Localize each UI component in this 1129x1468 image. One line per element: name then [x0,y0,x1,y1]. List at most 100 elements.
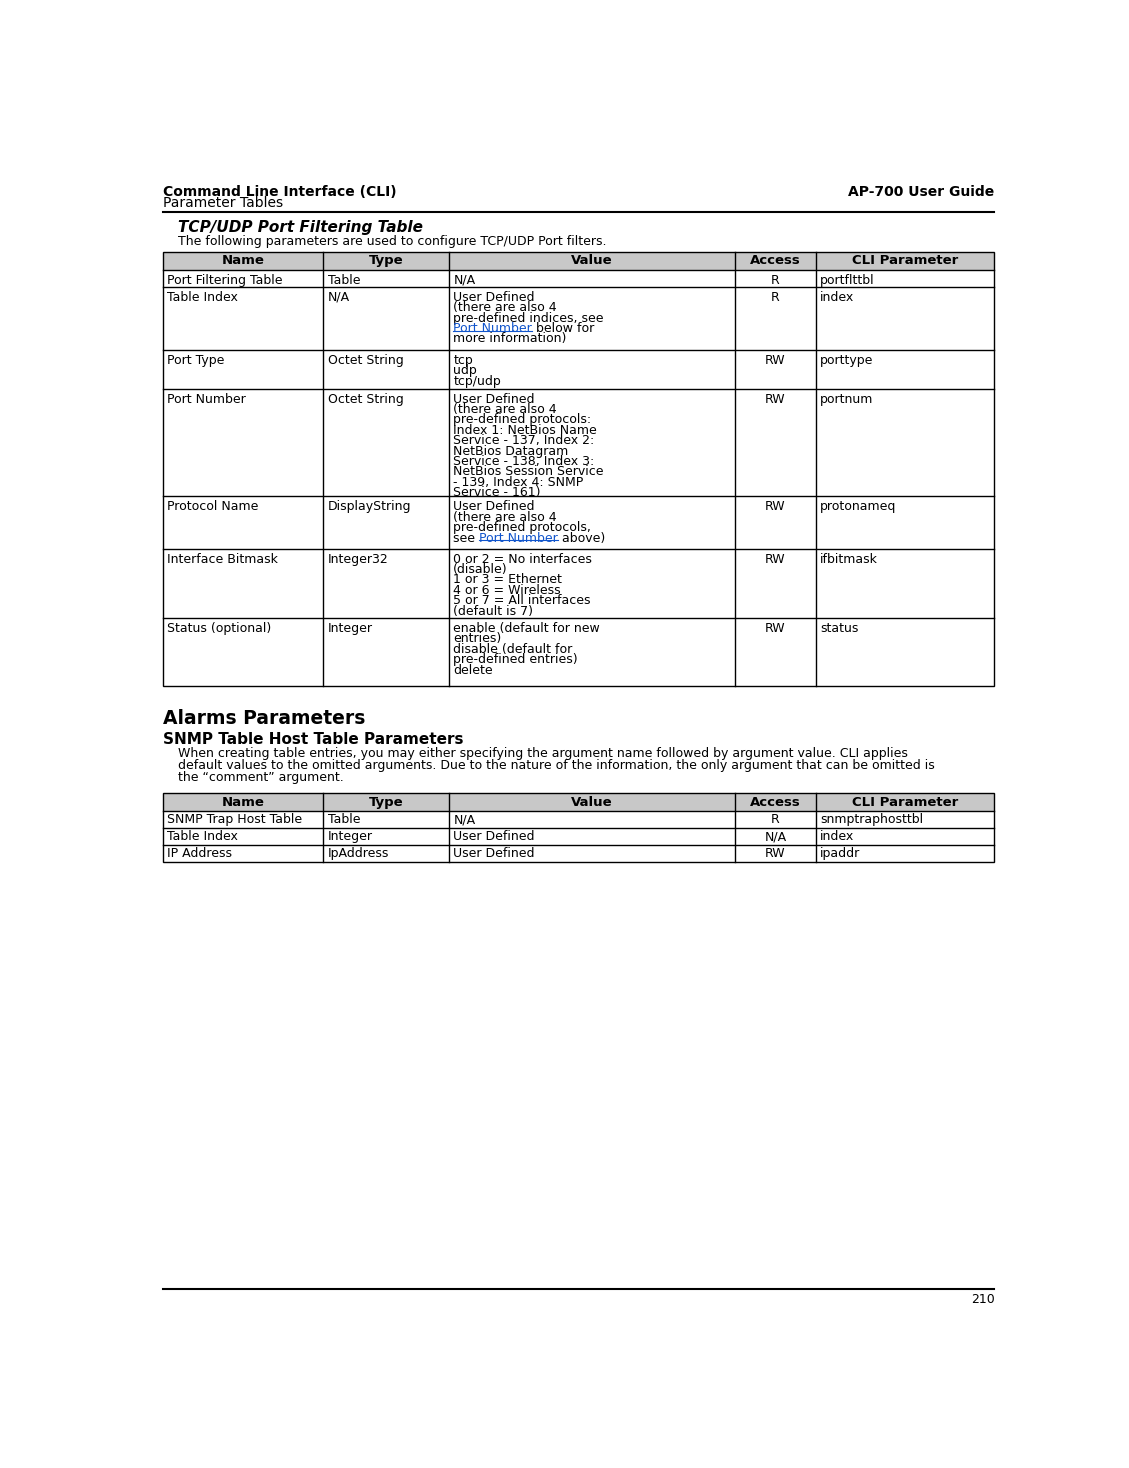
Bar [163,251,995,686]
Text: (default is 7): (default is 7) [454,605,533,618]
Text: 5 or 7 = All interfaces: 5 or 7 = All interfaces [454,595,590,608]
Text: TCP/UDP Port Filtering Table: TCP/UDP Port Filtering Table [178,220,423,235]
Text: snmptraphosttbl: snmptraphosttbl [821,813,924,826]
Text: DisplayString: DisplayString [329,501,412,514]
Text: IP Address: IP Address [167,847,233,860]
Text: portflttbl: portflttbl [821,275,875,286]
Bar [163,389,995,496]
Text: RW: RW [765,354,786,367]
Text: User Defined: User Defined [454,847,535,860]
Text: Table: Table [329,813,360,826]
Text: tcp/udp: tcp/udp [454,374,501,388]
Text: SNMP Table Host Table Parameters: SNMP Table Host Table Parameters [163,733,463,747]
Text: User Defined: User Defined [454,501,535,514]
Text: default values to the omitted arguments. Due to the nature of the information, t: default values to the omitted arguments.… [178,759,935,772]
Bar [163,351,995,389]
Text: Integer: Integer [329,622,373,636]
Text: 1 or 3 = Ethernet: 1 or 3 = Ethernet [454,574,562,587]
Bar [163,251,995,270]
Text: Service - 161): Service - 161) [454,486,541,499]
Text: (there are also 4: (there are also 4 [454,301,557,314]
Text: 0 or 2 = No interfaces: 0 or 2 = No interfaces [454,552,593,565]
Text: Name: Name [221,796,264,809]
Text: Octet String: Octet String [329,354,404,367]
Bar [163,288,995,351]
Text: ifbitmask: ifbitmask [821,552,878,565]
Text: RW: RW [765,552,786,565]
Bar [163,549,995,618]
Text: (disable): (disable) [454,564,508,575]
Text: Index 1: NetBios Name: Index 1: NetBios Name [454,424,597,436]
Text: The following parameters are used to configure TCP/UDP Port filters.: The following parameters are used to con… [178,235,606,248]
Text: NetBios Session Service: NetBios Session Service [454,465,604,479]
Text: above): above) [558,531,605,545]
Text: Access: Access [750,254,800,267]
Text: pre-defined protocols,: pre-defined protocols, [454,521,592,534]
Text: below for: below for [532,321,594,335]
Bar [163,270,995,288]
Text: Table: Table [329,275,360,286]
Text: IpAddress: IpAddress [329,847,390,860]
Text: entries): entries) [454,633,501,646]
Text: R: R [771,291,780,304]
Text: When creating table entries, you may either specifying the argument name followe: When creating table entries, you may eit… [178,747,908,760]
Bar [163,496,995,549]
Text: (there are also 4: (there are also 4 [454,402,557,415]
Text: N/A: N/A [329,291,350,304]
Text: Port Type: Port Type [167,354,225,367]
Text: R: R [771,275,780,286]
Text: User Defined: User Defined [454,392,535,405]
Text: User Defined: User Defined [454,831,535,843]
Text: Port Number: Port Number [480,531,558,545]
Text: ipaddr: ipaddr [821,847,860,860]
Text: Integer32: Integer32 [329,552,388,565]
Text: Type: Type [369,254,403,267]
Text: RW: RW [765,501,786,514]
Text: Alarms Parameters: Alarms Parameters [163,709,365,728]
Text: CLI Parameter: CLI Parameter [852,254,959,267]
Text: see: see [454,531,480,545]
Text: disable (default for: disable (default for [454,643,572,656]
Text: Integer: Integer [329,831,373,843]
Text: Parameter Tables: Parameter Tables [163,197,283,210]
Text: pre-defined protocols:: pre-defined protocols: [454,414,592,426]
Text: delete: delete [454,664,493,677]
Text: portnum: portnum [821,392,874,405]
Text: tcp: tcp [454,354,473,367]
Text: Port Number: Port Number [454,321,532,335]
Text: status: status [821,622,859,636]
Text: Service - 138, Index 3:: Service - 138, Index 3: [454,455,595,468]
Text: NetBios Datagram: NetBios Datagram [454,445,569,458]
Text: Service - 137, Index 2:: Service - 137, Index 2: [454,435,595,448]
Text: N/A: N/A [454,813,475,826]
Text: enable (default for new: enable (default for new [454,622,599,636]
Text: index: index [821,831,855,843]
Text: (there are also 4: (there are also 4 [454,511,557,524]
Text: Access: Access [750,796,800,809]
Bar [163,793,995,862]
Text: N/A: N/A [454,275,475,286]
Text: Value: Value [571,254,613,267]
Text: Port Number: Port Number [167,392,246,405]
Bar [163,846,995,862]
Bar [163,618,995,686]
Text: RW: RW [765,622,786,636]
Text: Type: Type [369,796,403,809]
Text: Command Line Interface (CLI): Command Line Interface (CLI) [163,185,396,200]
Text: the “comment” argument.: the “comment” argument. [178,771,344,784]
Text: CLI Parameter: CLI Parameter [852,796,959,809]
Text: SNMP Trap Host Table: SNMP Trap Host Table [167,813,303,826]
Text: 210: 210 [971,1293,995,1305]
Text: porttype: porttype [821,354,874,367]
Text: index: index [821,291,855,304]
Text: RW: RW [765,847,786,860]
Text: - 139, Index 4: SNMP: - 139, Index 4: SNMP [454,476,584,489]
Text: R: R [771,813,780,826]
Text: Interface Bitmask: Interface Bitmask [167,552,279,565]
Text: Protocol Name: Protocol Name [167,501,259,514]
Text: 4 or 6 = Wireless: 4 or 6 = Wireless [454,584,561,597]
Bar [163,812,995,828]
Text: more information): more information) [454,332,567,345]
Text: Port Filtering Table: Port Filtering Table [167,275,283,286]
Text: protonameq: protonameq [821,501,896,514]
